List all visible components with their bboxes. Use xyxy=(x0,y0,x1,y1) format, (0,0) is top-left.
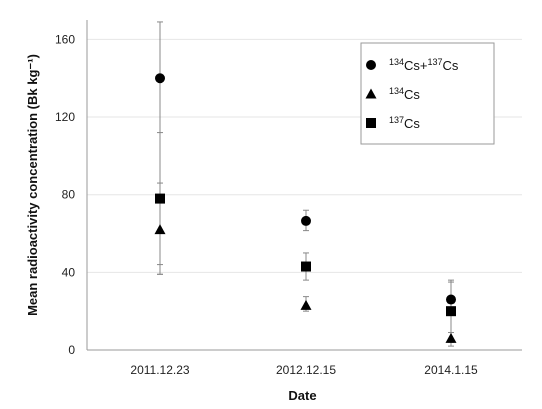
y-tick-labels: 0 40 80 120 160 xyxy=(55,32,75,357)
legend-label-circle: 134Cs+137Cs xyxy=(389,57,459,73)
legend-item-square: 137Cs xyxy=(366,115,420,131)
data-points xyxy=(154,73,457,343)
axes xyxy=(86,20,522,351)
data-point-circle-1 xyxy=(301,215,311,226)
data-point-circle-0 xyxy=(155,73,165,84)
x-axis-title: Date xyxy=(288,388,316,403)
legend-marker-circle xyxy=(366,60,376,70)
y-tick-label-0: 0 xyxy=(68,343,75,357)
legend-item-circle: 134Cs+137Cs xyxy=(366,57,459,73)
legend-label-triangle: 134Cs xyxy=(389,86,420,102)
data-point-square-0 xyxy=(155,193,165,204)
data-point-triangle-1 xyxy=(300,299,312,310)
data-point-square-2 xyxy=(446,306,456,317)
legend-box xyxy=(360,42,495,145)
legend-item-triangle: 134Cs xyxy=(365,86,420,102)
y-tick-label-3: 120 xyxy=(55,110,75,124)
y-tick-label-4: 160 xyxy=(55,32,75,46)
data-point-square-1 xyxy=(301,261,311,272)
data-point-triangle-2 xyxy=(445,332,457,343)
legend-marker-square xyxy=(366,118,376,128)
y-tick-label-2: 80 xyxy=(62,188,76,202)
legend: 134Cs+137Cs 134Cs 137Cs xyxy=(360,42,495,145)
data-point-circle-2 xyxy=(446,294,456,305)
x-tick-labels: 2011.12.23 2012.12.15 2014.1.15 xyxy=(130,363,478,377)
legend-label-square: 137Cs xyxy=(389,115,420,131)
y-axis-title: Mean radioactivity concentration (Bk kg⁻… xyxy=(25,54,40,316)
data-point-triangle-0 xyxy=(154,224,166,235)
y-tick-label-1: 40 xyxy=(62,265,76,279)
x-tick-label-1: 2012.12.15 xyxy=(276,363,336,377)
x-tick-label-2: 2014.1.15 xyxy=(424,363,478,377)
x-tick-label-0: 2011.12.23 xyxy=(130,363,189,377)
legend-marker-triangle xyxy=(365,88,377,99)
